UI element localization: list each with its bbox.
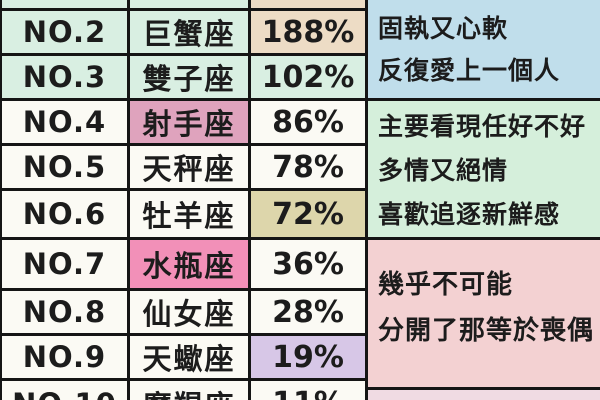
percent-cell: 188% bbox=[251, 11, 365, 53]
sign-cell: 仙女座 bbox=[130, 291, 248, 333]
percent-cell: 102% bbox=[251, 56, 365, 98]
sign-cell: 牡羊座 bbox=[130, 191, 248, 237]
note-line: 分開了那等於喪偶 bbox=[378, 316, 595, 346]
note-line: 喜歡追逐新鮮感 bbox=[378, 200, 561, 229]
rank-cell: NO.3 bbox=[2, 56, 127, 98]
rank-cell: NO.2 bbox=[2, 11, 127, 53]
note-line: 多情又絕情 bbox=[378, 156, 509, 185]
sign-cell: 水瓶座 bbox=[130, 240, 248, 288]
note-block: 幾乎不可能分開了那等於喪偶 bbox=[368, 240, 600, 387]
rank-cell: NO.8 bbox=[2, 291, 127, 333]
sign-cell: 天秤座 bbox=[130, 146, 248, 188]
rank-cell bbox=[2, 0, 127, 8]
rank-cell: NO.7 bbox=[2, 240, 127, 288]
percent-cell: 19% bbox=[251, 336, 365, 378]
percent-cell: 11% bbox=[251, 381, 365, 400]
percent-cell: 86% bbox=[251, 101, 365, 143]
note-line: 固執又心軟 bbox=[378, 14, 509, 43]
rank-cell: NO.5 bbox=[2, 146, 127, 188]
percent-cell: 78% bbox=[251, 146, 365, 188]
sign-cell: 射手座 bbox=[130, 101, 248, 143]
sign-cell bbox=[130, 0, 248, 8]
note-block: 主要看現任好不好 多情又絕情喜歡追逐新鮮感 bbox=[368, 101, 600, 237]
rank-cell: NO.10 bbox=[2, 381, 127, 400]
sign-cell: 雙子座 bbox=[130, 56, 248, 98]
note-line: 主要看現任好不好 bbox=[378, 112, 587, 141]
sign-cell: 巨蟹座 bbox=[130, 11, 248, 53]
percent-cell: 28% bbox=[251, 291, 365, 333]
rank-cell: NO.6 bbox=[2, 191, 127, 237]
percent-cell: 36% bbox=[251, 240, 365, 288]
note-line: 反復愛上一個人 bbox=[378, 56, 561, 85]
rank-cell: NO.4 bbox=[2, 101, 127, 143]
sign-cell: 魔羯座 bbox=[130, 381, 248, 400]
note-block bbox=[368, 390, 600, 400]
note-block: 固執又心軟反復愛上一個人 bbox=[368, 0, 600, 98]
percent-cell bbox=[251, 0, 365, 8]
note-line: 幾乎不可能 bbox=[378, 270, 514, 300]
percent-cell: 72% bbox=[251, 191, 365, 237]
sign-cell: 天蠍座 bbox=[130, 336, 248, 378]
rank-cell: NO.9 bbox=[2, 336, 127, 378]
